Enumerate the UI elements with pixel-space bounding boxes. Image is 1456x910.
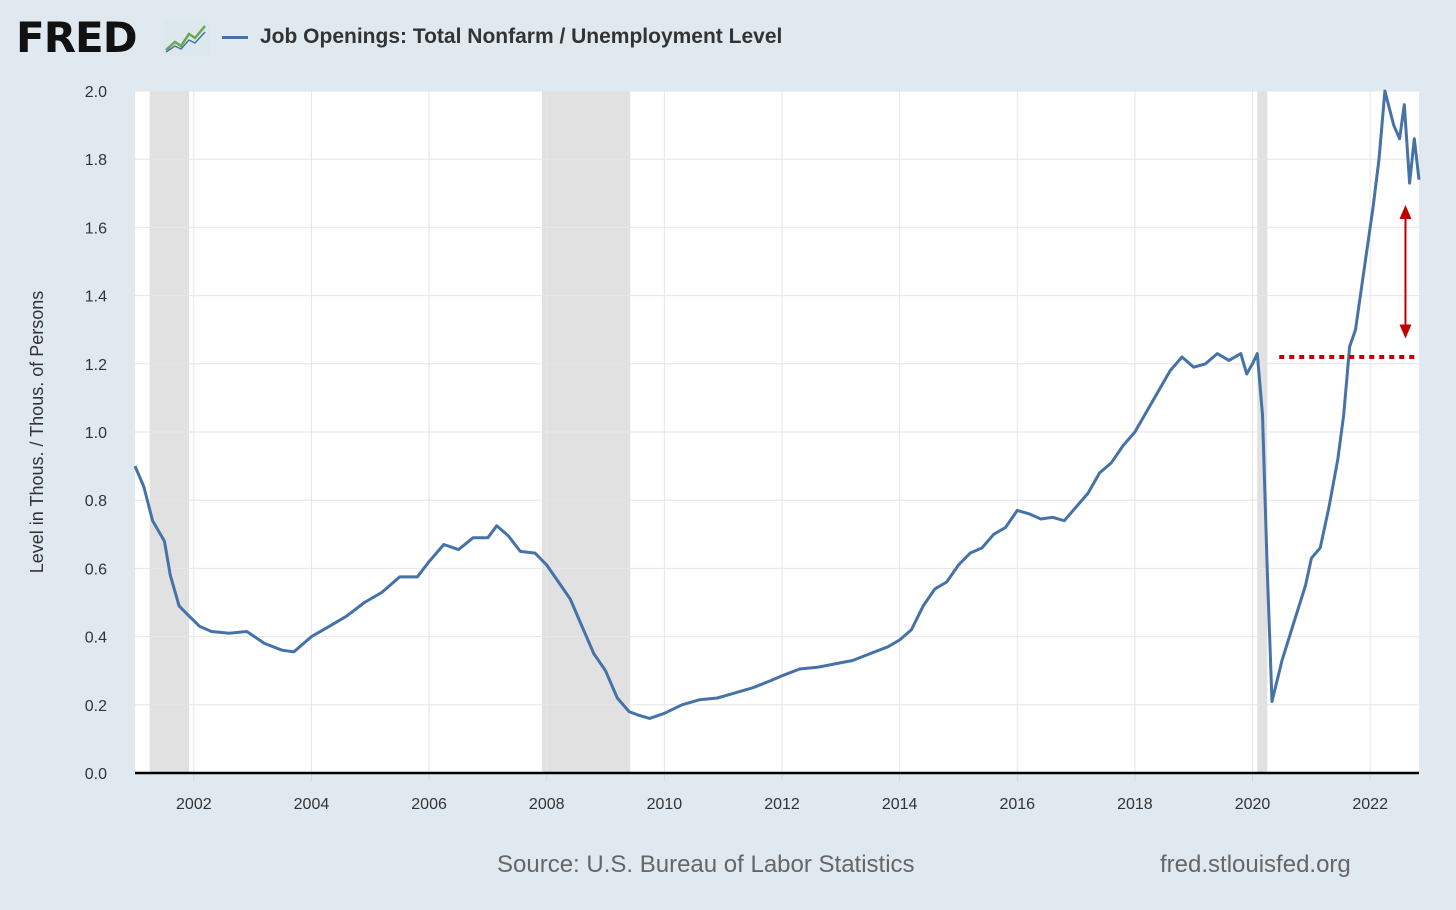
legend-label: Job Openings: Total Nonfarm / Unemployme… (260, 25, 783, 48)
source-note: Source: U.S. Bureau of Labor Statistics (497, 851, 915, 878)
chart-header: FRED Job Openings: Total Nonfarm / Unemp… (0, 0, 1456, 80)
x-tick-label: 2008 (529, 796, 565, 813)
line-chart: 0.0 0.2 0.4 0.6 0.8 1.0 1.2 1.4 1.6 1.8 2.0 2002 200… (27, 84, 1421, 813)
y-tick-label: 1.8 (85, 152, 107, 169)
y-tick-label: 0.8 (85, 493, 107, 510)
source-url[interactable]: fred.stlouisfed.org (1160, 851, 1351, 878)
x-tick-label: 2006 (411, 796, 447, 813)
series-line (133, 89, 1421, 720)
gap-arrow-head-down (1399, 324, 1412, 339)
fred-logo[interactable]: FRED (16, 13, 138, 62)
x-tick-label: 2014 (882, 796, 918, 813)
y-tick-label: 0.4 (85, 630, 107, 647)
y-tick-label: 1.6 (85, 220, 107, 237)
gap-arrow-head-up (1399, 204, 1412, 219)
y-tick-label: 2.0 (85, 84, 107, 101)
chart-legend: Job Openings: Total Nonfarm / Unemployme… (222, 22, 782, 52)
line-chart-icon (163, 20, 209, 56)
y-tick-label: 0.0 (85, 766, 107, 783)
x-tick-label: 2010 (647, 796, 683, 813)
x-tick-label: 2018 (1117, 796, 1153, 813)
x-tick-label: 2004 (294, 796, 330, 813)
x-tick-label: 2016 (999, 796, 1035, 813)
x-tick-label: 2012 (764, 796, 800, 813)
x-tick-label: 2002 (176, 796, 212, 813)
y-tick-label: 0.6 (85, 561, 107, 578)
y-tick-label: 1.2 (85, 357, 107, 374)
legend-swatch (222, 35, 248, 39)
y-tick-label: 1.0 (85, 425, 107, 442)
x-tick-label: 2022 (1352, 796, 1388, 813)
x-tick-label: 2020 (1235, 796, 1271, 813)
y-axis-label: Level in Thous. / Thous. of Persons (27, 291, 47, 574)
y-tick-label: 0.2 (85, 698, 107, 715)
y-tick-label: 1.4 (85, 289, 107, 306)
